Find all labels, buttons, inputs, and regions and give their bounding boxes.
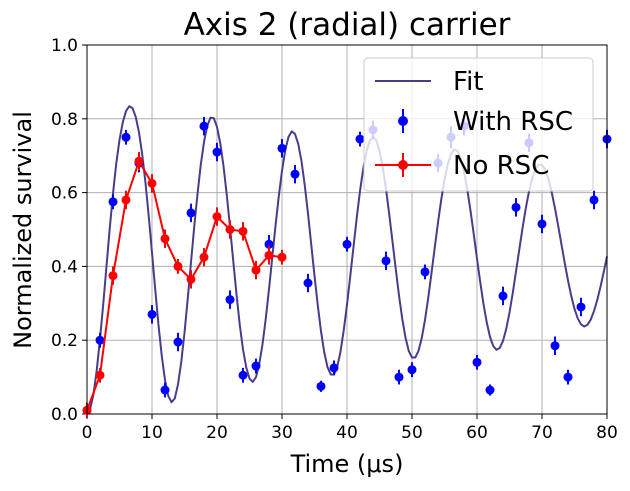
data-point (277, 143, 287, 153)
data-point (355, 134, 365, 144)
data-point (199, 121, 209, 131)
data-point (550, 341, 560, 351)
data-point (290, 169, 300, 179)
data-point (95, 370, 105, 380)
data-point (537, 219, 547, 229)
legend-box (363, 57, 594, 192)
data-point (108, 197, 118, 207)
data-point (251, 361, 261, 371)
data-point (173, 337, 183, 347)
y-axis-label: Normalized survival (9, 111, 37, 349)
y-ticks: 0.0 0.2 0.4 0.6 0.8 1.0 (51, 36, 87, 425)
data-point (394, 372, 404, 382)
data-point (95, 335, 105, 345)
data-point (251, 265, 261, 275)
data-point (485, 385, 495, 395)
data-point (303, 278, 313, 288)
axes-spines (86, 44, 608, 415)
y-tick-label: 0.0 (51, 405, 78, 425)
x-tick-label: 20 (206, 423, 228, 443)
data-point (589, 195, 599, 205)
data-point (407, 365, 417, 375)
data-point (563, 372, 573, 382)
series-no-rsc (82, 152, 287, 418)
data-point (186, 208, 196, 218)
data-point (498, 291, 508, 301)
x-tick-label: 50 (401, 423, 423, 443)
data-point (381, 256, 391, 266)
y-tick-label: 0.4 (51, 257, 78, 277)
legend-norsc-label: No RSC (453, 151, 549, 181)
data-point (160, 385, 170, 395)
data-point (147, 309, 157, 319)
plot-frame (86, 44, 608, 415)
data-point (199, 252, 209, 262)
y-tick-label: 1.0 (51, 36, 78, 56)
x-tick-label: 80 (596, 423, 618, 443)
series-fit (86, 105, 608, 415)
data-point (225, 225, 235, 234)
data-point (225, 295, 235, 305)
data-point (108, 271, 118, 281)
y-tick-label: 0.6 (51, 184, 78, 204)
data-point (212, 212, 222, 222)
data-point (342, 239, 352, 249)
x-axis-label: Time (μs) (290, 450, 404, 478)
legend-norsc-marker (398, 160, 408, 170)
data-point (420, 267, 430, 277)
y-tick-label: 0.2 (51, 331, 78, 351)
data-point (160, 234, 170, 244)
data-point (264, 250, 274, 260)
legend: Fit With RSC No RSC (363, 57, 594, 192)
data-point (134, 156, 144, 166)
x-tick-label: 10 (141, 423, 163, 443)
data-point (238, 226, 248, 236)
x-ticks: 0 10 20 30 40 50 60 70 80 (82, 414, 618, 443)
legend-rsc-marker (398, 116, 408, 126)
data-point (238, 370, 248, 380)
x-tick-label: 0 (82, 423, 93, 443)
legend-rsc-label: With RSC (453, 107, 573, 137)
data-point (329, 363, 339, 373)
x-tick-label: 60 (466, 423, 488, 443)
data-point (212, 147, 222, 157)
data-point (264, 239, 274, 249)
data-point (121, 132, 131, 142)
data-point (121, 195, 131, 205)
chart-title: Axis 2 (radial) carrier (184, 7, 511, 43)
legend-fit-label: Fit (453, 67, 483, 97)
x-tick-label: 40 (336, 423, 358, 443)
x-tick-label: 70 (531, 423, 553, 443)
data-point (186, 274, 196, 284)
data-point (472, 357, 482, 367)
data-point (173, 261, 183, 271)
data-point (316, 381, 326, 391)
y-tick-label: 0.8 (51, 110, 78, 130)
x-tick-label: 30 (271, 423, 293, 443)
series-layer (82, 105, 612, 418)
data-point (511, 202, 521, 212)
data-point (277, 252, 287, 262)
data-point (576, 302, 586, 312)
series-line (86, 160, 283, 411)
data-point (147, 178, 157, 188)
fit-curve (86, 105, 608, 415)
